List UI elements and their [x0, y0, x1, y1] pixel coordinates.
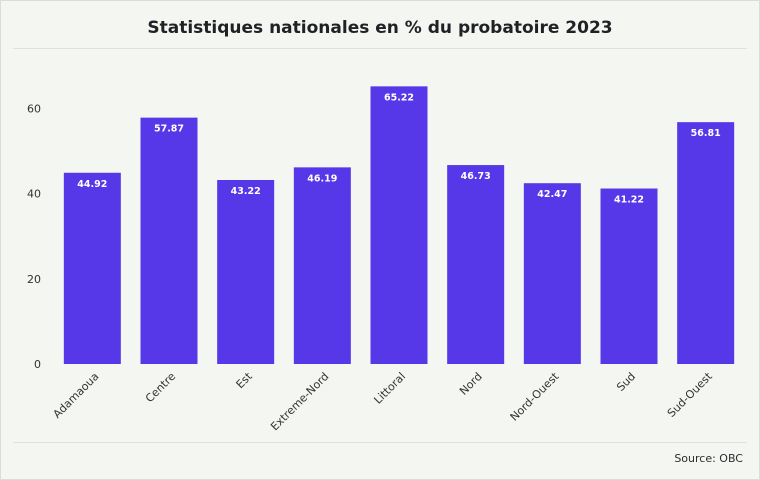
footer-divider [13, 442, 747, 443]
bar [370, 86, 428, 364]
y-tick-label: 60 [27, 103, 41, 116]
bar [677, 122, 735, 365]
bar [293, 167, 351, 364]
data-label: 65.22 [384, 92, 414, 103]
data-label: 41.22 [614, 195, 644, 206]
x-tick-label: Sud-Ouest [665, 369, 715, 419]
bar [140, 117, 198, 364]
y-tick-label: 0 [34, 358, 41, 371]
data-label: 46.73 [461, 171, 491, 182]
x-tick-label: Nord-Ouest [508, 369, 562, 423]
x-tick-label: Est [234, 369, 256, 391]
x-tick-label: Centre [143, 370, 178, 405]
data-label: 57.87 [154, 124, 184, 135]
bar [447, 165, 505, 364]
x-tick-label: Extreme-Nord [268, 370, 331, 433]
title-divider [13, 48, 747, 49]
data-label: 46.19 [307, 173, 337, 184]
x-tick-label: Littoral [371, 370, 408, 407]
data-label: 44.92 [77, 179, 107, 190]
chart-title: Statistiques nationales en % du probatoi… [147, 18, 613, 38]
bar [217, 180, 275, 364]
data-label: 43.22 [231, 186, 261, 197]
y-tick-label: 20 [27, 273, 41, 286]
x-tick-label: Nord [457, 370, 485, 398]
source-note: Source: OBC [674, 452, 743, 465]
x-tick-label: Adamaoua [51, 370, 102, 421]
y-tick-label: 40 [27, 188, 41, 201]
bar [523, 183, 581, 364]
data-label: 56.81 [691, 128, 721, 139]
bar [600, 188, 658, 364]
data-label: 42.47 [537, 189, 567, 200]
bar [63, 172, 121, 364]
x-tick-label: Sud [614, 370, 638, 394]
